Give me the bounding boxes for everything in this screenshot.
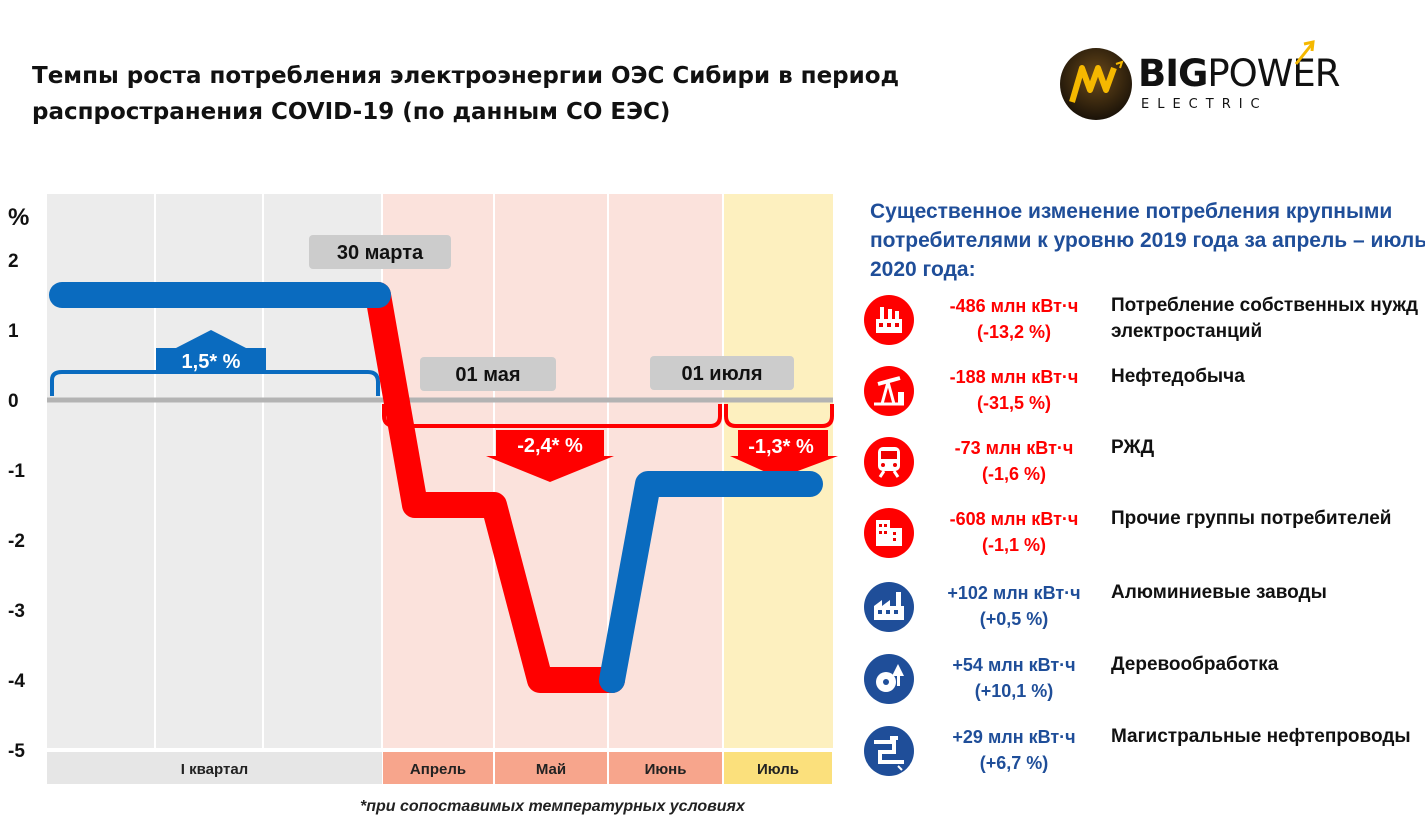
train-icon xyxy=(864,437,914,487)
consumer-change-percent: (-1,6 %) xyxy=(981,464,1046,484)
logo-subtitle: ELECTRIC xyxy=(1141,97,1268,112)
saw-tree-icon xyxy=(864,654,914,704)
y-axis-ticks: 2 1 0 -1 -2 -3 -4 -5 xyxy=(8,251,25,762)
q1-change-label: 1,5* % xyxy=(182,351,241,373)
y-tick-label: -4 xyxy=(8,671,25,692)
consumer-row: -188 млн кВт·ч (-31,5 %) Нефтедобыча xyxy=(0,366,1425,428)
consumer-row: -73 млн кВт·ч (-1,6 %) РЖД xyxy=(0,437,1425,499)
consumer-change-percent: (-31,5 %) xyxy=(976,393,1052,413)
category-label: Июль xyxy=(757,761,799,778)
factory-icon xyxy=(864,582,914,632)
consumer-change-percent: (+10,1 %) xyxy=(974,681,1054,701)
consumer-change: -608 млн кВт·ч (-1,1 %) xyxy=(930,506,1098,558)
category-box xyxy=(609,752,722,784)
category-label: I квартал xyxy=(181,761,248,778)
category-box xyxy=(383,752,493,784)
logo: BIGPOWER ELECTRIC xyxy=(1058,38,1358,128)
category-box xyxy=(724,752,832,784)
date-label-july-box xyxy=(650,356,794,390)
consumer-change: +29 млн кВт·ч (+6,7 %) xyxy=(930,724,1098,776)
series-point-june-july xyxy=(599,471,823,693)
y-tick-label: -1 xyxy=(8,461,25,482)
x-axis-categories: I квартал Апрель Май Июнь Июль xyxy=(47,752,832,784)
consumer-label: Алюминиевые заводы xyxy=(1111,582,1327,603)
consumer-change-percent: (+6,7 %) xyxy=(979,753,1049,773)
y-tick-label: 2 xyxy=(8,251,19,272)
y-tick-label: -2 xyxy=(8,531,25,552)
series-point-april-may xyxy=(365,282,625,693)
consumer-row: -608 млн кВт·ч (-1,1 %) Прочие группы потр… xyxy=(0,508,1425,570)
consumer-label: Магистральные нефтепроводы xyxy=(1111,726,1411,747)
consumer-change: +102 млн кВт·ч (+0,5 %) xyxy=(930,580,1098,632)
logo-text: BIGPOWER xyxy=(1138,52,1340,95)
consumer-label: Нефтедобыча xyxy=(1111,366,1245,387)
consumer-change-value: -608 млн кВт·ч xyxy=(949,509,1079,529)
consumer-change-percent: (+0,5 %) xyxy=(979,609,1049,629)
consumer-change-value: +102 млн кВт·ч xyxy=(947,583,1081,603)
july-change-label: -1,3* % xyxy=(748,436,814,458)
series-line xyxy=(49,282,823,693)
consumer-change-percent: (-1,1 %) xyxy=(981,535,1046,555)
y-tick-label: -5 xyxy=(8,741,25,762)
consumer-change: -486 млн кВт·ч (-13,2 %) xyxy=(930,293,1098,345)
page-title: Темпы роста потребления электроэнергии О… xyxy=(32,63,900,125)
consumer-label: Прочие группы потребителей xyxy=(1111,508,1392,529)
date-label-march-box xyxy=(309,235,451,269)
y-axis-label: % xyxy=(8,204,29,231)
covid-bracket xyxy=(382,404,722,428)
oil-pump-icon xyxy=(864,366,914,416)
category-label: Апрель xyxy=(410,761,466,778)
footnote: *при сопоставимых температурных условиях xyxy=(360,798,745,815)
arrow-icon xyxy=(1294,40,1315,65)
consumer-change-value: +29 млн кВт·ч xyxy=(952,727,1076,747)
panel-title: Существенное изменение потребления крупн… xyxy=(870,200,1425,281)
consumer-row: +54 млн кВт·ч (+10,1 %) Деревообработка xyxy=(0,654,1425,716)
consumer-row: -486 млн кВт·ч (-13,2 %) Потребление собст… xyxy=(0,295,1425,357)
date-label-july: 01 июля xyxy=(681,363,762,385)
date-label-may-box xyxy=(420,357,556,391)
y-tick-label: 0 xyxy=(8,391,19,412)
consumer-change-value: +54 млн кВт·ч xyxy=(952,655,1076,675)
y-tick-label: 1 xyxy=(8,321,19,342)
consumer-label: Деревообработка xyxy=(1111,654,1279,675)
chart-annotations: 30 марта 01 мая 01 июля 1,5* % -2,4* % -1,3* … xyxy=(50,235,838,482)
y-tick-label: -3 xyxy=(8,601,25,622)
date-label-may: 01 мая xyxy=(455,364,520,386)
consumer-change: -188 млн кВт·ч (-31,5 %) xyxy=(930,364,1098,416)
consumer-change: +54 млн кВт·ч (+10,1 %) xyxy=(930,652,1098,704)
q1-up-arrow xyxy=(156,330,266,372)
consumer-change-percent: (-13,2 %) xyxy=(976,322,1052,342)
consumer-row: +29 млн кВт·ч (+6,7 %) Магистральные нефте… xyxy=(0,726,1425,788)
consumer-label: Потребление собственных нужд электростан… xyxy=(1111,295,1419,342)
consumption-chart: 2 1 0 -1 -2 -3 -4 -5 % 30 марта 01 мая 01 июля 1,5… xyxy=(8,194,838,784)
consumer-change: -73 млн кВт·ч (-1,6 %) xyxy=(930,435,1098,487)
consumer-change-value: -486 млн кВт·ч xyxy=(949,296,1079,316)
consumer-change-value: -188 млн кВт·ч xyxy=(949,367,1079,387)
date-label-march: 30 марта xyxy=(337,242,424,264)
consumer-row: +102 млн кВт·ч (+0,5 %) Алюминиевые заводы xyxy=(0,582,1425,644)
covid-change-label: -2,4* % xyxy=(517,435,583,457)
july-bracket xyxy=(724,404,834,428)
pipeline-icon xyxy=(864,726,914,776)
category-label: Июнь xyxy=(645,761,687,778)
category-box xyxy=(47,752,382,784)
covid-down-arrow xyxy=(486,430,614,482)
logo-icon xyxy=(1060,48,1132,120)
buildings-icon xyxy=(864,508,914,558)
category-box xyxy=(495,752,607,784)
power-plant-icon xyxy=(864,295,914,345)
consumer-label: РЖД xyxy=(1111,437,1155,458)
category-label: Май xyxy=(536,761,566,778)
july-down-arrow xyxy=(730,430,838,478)
consumer-change-value: -73 млн кВт·ч xyxy=(954,438,1074,458)
